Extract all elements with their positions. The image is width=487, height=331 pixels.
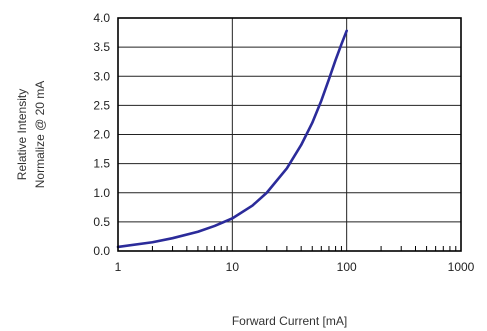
x-tick-label: 100 [337,260,357,274]
x-tick-label: 1000 [448,260,475,274]
y-tick-label: 2.5 [93,98,110,112]
y-tick-label: 0.5 [93,215,110,229]
y-tick-label: 3.5 [93,40,110,54]
x-tick-labels: 1 10 100 1000 [115,260,475,274]
y-tick-labels: 0.0 0.5 1.0 1.5 2.0 2.5 3.0 3.5 4.0 [93,11,110,258]
y-tick-label: 1.0 [93,186,110,200]
minor-ticks [151,246,457,251]
y-axis-label-line-2: Normalize @ 20 mA [33,81,47,189]
y-tick-label: 0.0 [93,244,110,258]
y-tick-label: 2.0 [93,128,110,142]
x-axis-label: Forward Current [mA] [232,314,347,328]
series-group [116,29,348,249]
series-line [116,29,348,249]
x-tick-label: 1 [115,260,122,274]
x-tick-label: 10 [226,260,240,274]
y-tick-label: 3.0 [93,69,110,83]
y-tick-label: 4.0 [93,11,110,25]
plot-frame [117,17,462,252]
y-tick-label: 1.5 [93,157,110,171]
y-axis-label-line-1: Relative Intensity [15,89,29,180]
